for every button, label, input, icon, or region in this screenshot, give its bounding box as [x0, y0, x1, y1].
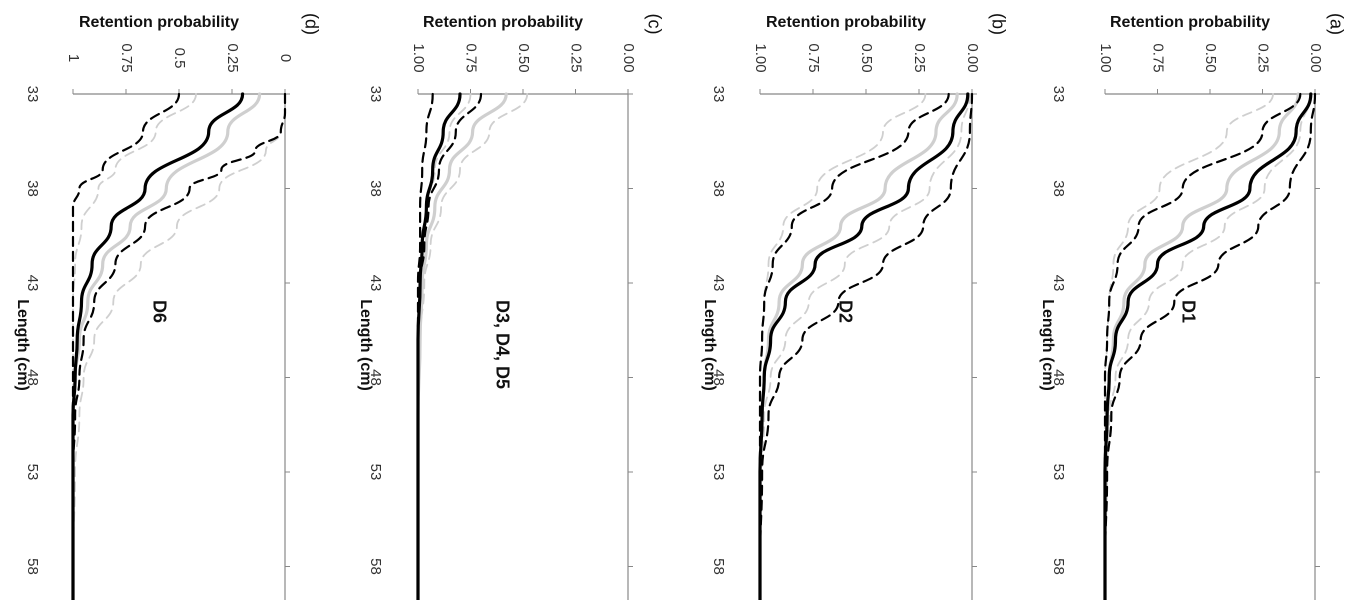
length-tick-label: 58 — [367, 558, 384, 575]
length-tick-label: 58 — [1050, 558, 1067, 575]
series-line-black-solid — [1103, 92, 1313, 600]
series-line-black-dashed — [71, 92, 181, 600]
length-tick-label: 33 — [1050, 86, 1067, 103]
probability-tick-label: 1.00 — [752, 43, 769, 72]
probability-tick-label: 0.25 — [911, 43, 928, 72]
panel-annotation: D6 — [149, 300, 169, 323]
length-tick-label: 48 — [367, 369, 384, 386]
panel-b: 33 38 43 48 53 58 0.00 0.25 0.50 0.75 1.00 Retentio… — [701, 13, 1008, 600]
probability-tick-label: 0.00 — [620, 43, 637, 72]
probability-tick-label: 0 — [277, 54, 294, 62]
probability-tick-label: 0.75 — [805, 43, 822, 72]
length-tick-label: 58 — [24, 558, 41, 575]
probability-tick-label: 0.50 — [515, 43, 532, 72]
probability-tick-label: 0.00 — [964, 43, 981, 72]
panel-label: (b) — [988, 13, 1008, 35]
panel-annotation: D1 — [1178, 300, 1198, 323]
length-tick-label: 53 — [24, 464, 41, 481]
series-line-grey-solid — [1103, 92, 1300, 600]
length-tick-label: 38 — [24, 180, 41, 197]
series-line-black-dashed — [758, 92, 974, 600]
length-axis-title: Length (cm) — [1039, 299, 1056, 391]
panel-annotation: D2 — [835, 300, 855, 323]
length-tick-label: 58 — [710, 558, 727, 575]
probability-tick-label: 0.25 — [224, 43, 241, 72]
probability-tick-label: 0.75 — [1150, 43, 1167, 72]
probability-axis-title: Retention probability — [1110, 14, 1270, 31]
probability-tick-label: 0.75 — [463, 43, 480, 72]
panel-label: (c) — [644, 14, 664, 35]
length-tick-label: 38 — [1050, 180, 1067, 197]
probability-tick-label: 1.00 — [410, 43, 427, 72]
series-line-grey-solid — [758, 92, 959, 600]
series-line-grey-dashed — [1104, 93, 1274, 600]
length-tick-label: 53 — [367, 464, 384, 481]
probability-tick-label: 0.25 — [1255, 43, 1272, 72]
length-tick-label: 53 — [1050, 464, 1067, 481]
length-tick-label: 43 — [1050, 275, 1067, 292]
length-tick-label: 33 — [710, 86, 727, 103]
series-line-grey-dashed — [1104, 93, 1312, 600]
series-line-grey-dashed — [759, 93, 971, 600]
probability-tick-label: 1 — [65, 54, 82, 62]
panel-annotation: D3, D4, D5 — [492, 300, 512, 389]
series-line-black-solid — [71, 92, 245, 600]
length-tick-label: 33 — [367, 86, 384, 103]
length-tick-label: 43 — [367, 275, 384, 292]
probability-tick-label: 0.50 — [1202, 43, 1219, 72]
length-tick-label: 48 — [24, 369, 41, 386]
panel-a: 33 38 43 48 53 58 0.00 0.25 0.50 0.75 1.00 Retentio… — [1039, 13, 1346, 600]
probability-tick-label: 0.00 — [1307, 43, 1324, 72]
series-line-grey-solid — [71, 92, 262, 600]
series-line-black-solid — [758, 92, 970, 600]
probability-tick-label: 0.50 — [858, 43, 875, 72]
length-tick-label: 53 — [710, 464, 727, 481]
panel-label: (a) — [1326, 13, 1346, 35]
probability-tick-label: 1.00 — [1097, 43, 1114, 72]
series-line-grey-dashed — [417, 93, 472, 600]
panel-d: 33 38 43 48 53 58 0 0.25 0.5 0.75 1 Retention proba… — [14, 13, 321, 600]
length-tick-label: 38 — [367, 180, 384, 197]
length-axis-title: Length (cm) — [14, 299, 31, 391]
length-tick-label: 43 — [710, 275, 727, 292]
length-tick-label: 38 — [710, 180, 727, 197]
probability-axis-title: Retention probability — [423, 14, 583, 31]
length-axis-title: Length (cm) — [701, 299, 718, 391]
probability-tick-label: 0.25 — [568, 43, 585, 72]
length-tick-label: 43 — [24, 275, 41, 292]
panel-c: 33 38 43 48 53 58 0.00 0.25 0.50 0.75 1.00 Retentio… — [357, 14, 664, 600]
probability-axis-title: Retention probability — [766, 14, 926, 31]
length-tick-label: 48 — [1050, 369, 1067, 386]
series-line-black-dashed — [1103, 92, 1317, 600]
series-line-black-solid — [416, 92, 462, 600]
length-tick-label: 48 — [710, 369, 727, 386]
probability-axis-title: Retention probability — [79, 14, 239, 31]
probability-tick-label: 0.5 — [171, 48, 188, 69]
probability-tick-label: 0.75 — [118, 43, 135, 72]
panel-label: (d) — [301, 13, 321, 35]
length-axis-title: Length (cm) — [357, 299, 374, 391]
length-tick-label: 33 — [24, 86, 41, 103]
series-line-black-dashed — [758, 92, 950, 600]
series-line-black-dashed — [71, 92, 287, 600]
